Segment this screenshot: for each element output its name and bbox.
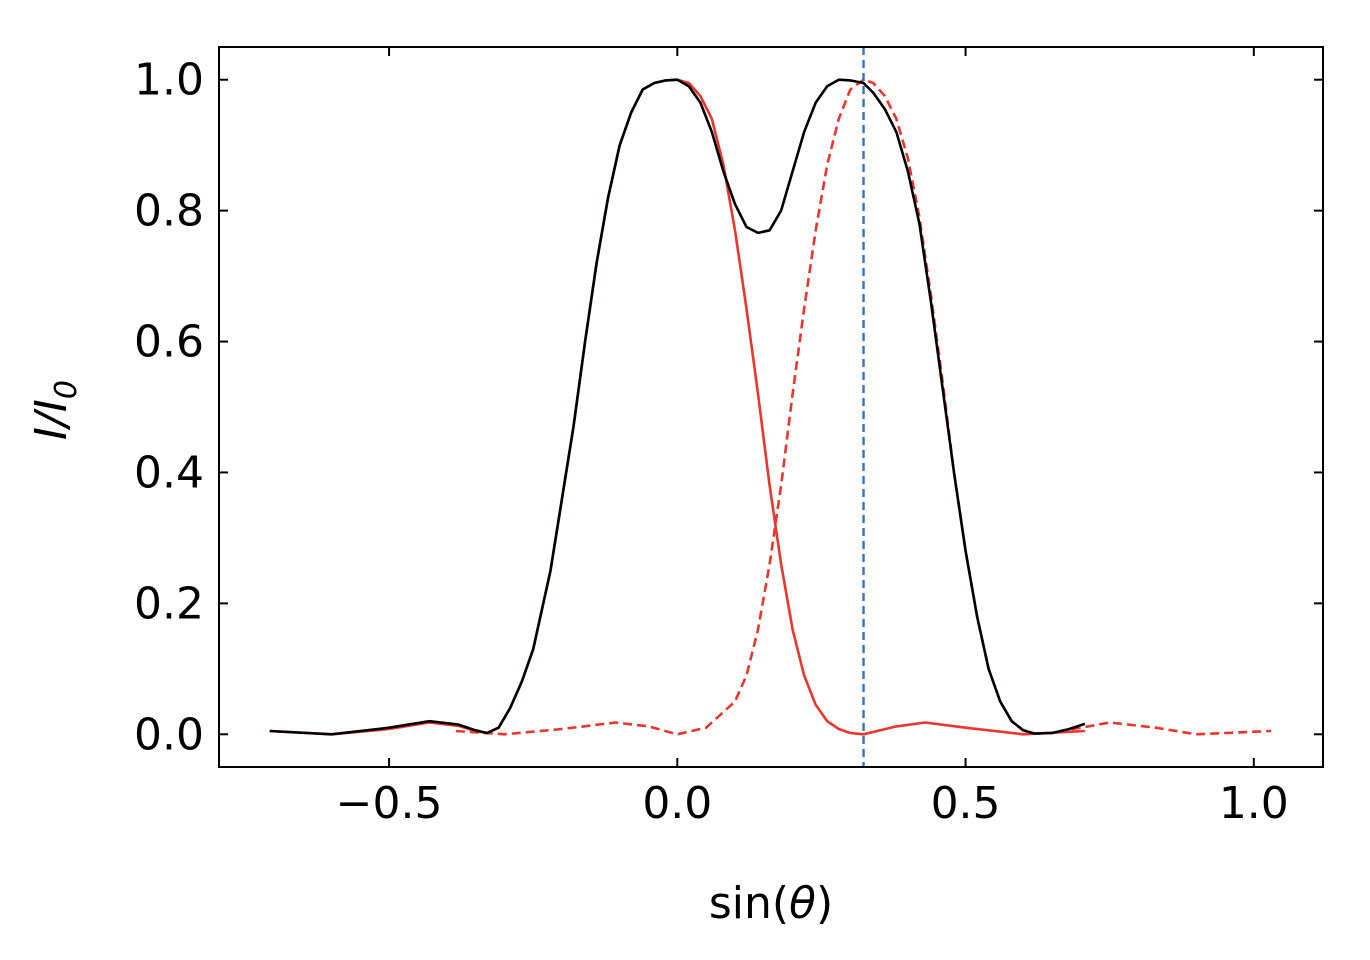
series-line-1 <box>269 78 1085 736</box>
y-tick-label: 0.8 <box>134 186 204 237</box>
y-tick-label: 0.6 <box>134 317 204 368</box>
y-tick-label: 1.0 <box>134 55 204 106</box>
series-line-3 <box>269 78 1086 736</box>
y-tick-label: 0.0 <box>134 709 204 760</box>
svg-text:I/I0: I/I0 <box>26 380 84 440</box>
series-line-2 <box>455 78 1272 736</box>
y-axis-label-subscript: 0 <box>49 380 84 399</box>
x-tick-label: 0.0 <box>642 778 712 829</box>
x-tick-label: 0.5 <box>931 778 1001 829</box>
x-tick-label: 1.0 <box>1219 778 1289 829</box>
y-axis-label: I/I0 <box>26 380 84 440</box>
plot-frame <box>218 46 1324 768</box>
x-tick-label: −0.5 <box>336 778 443 829</box>
y-tick-label: 0.2 <box>134 578 204 629</box>
plot-area <box>269 47 1272 767</box>
y-axis-label-main: I/I <box>26 399 77 440</box>
x-axis-label: sin(θ) <box>709 878 833 929</box>
axis-ticks: −0.5 0.0 0.5 1.0 0.0 0.2 0.4 0.6 0.8 1.0 <box>134 47 1323 829</box>
y-tick-label: 0.4 <box>134 447 204 498</box>
